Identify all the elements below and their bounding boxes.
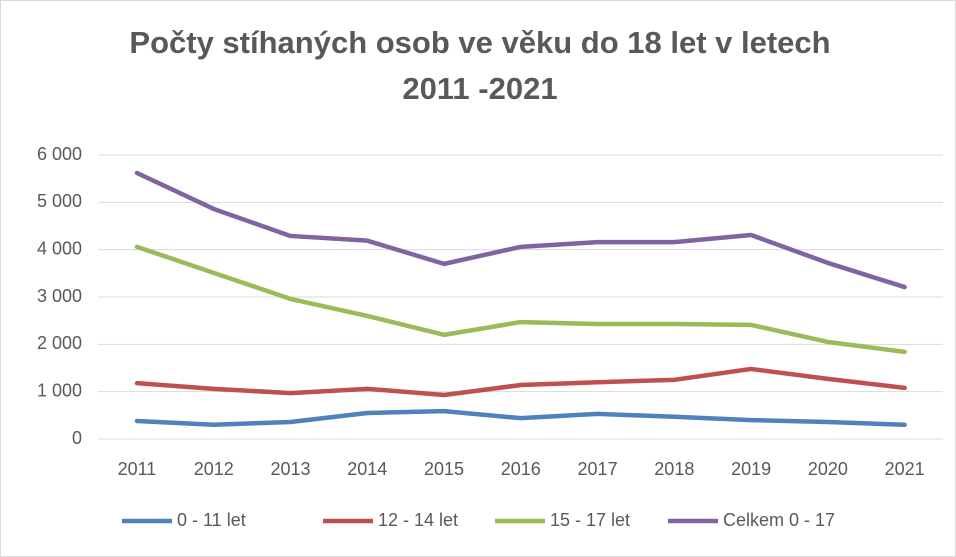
y-tick-label: 1 000 xyxy=(37,380,82,400)
series-line xyxy=(134,170,907,290)
x-tick-label: 2018 xyxy=(654,459,694,479)
x-tick-label: 2015 xyxy=(424,459,464,479)
x-tick-label: 2021 xyxy=(885,459,925,479)
y-tick-label: 2 000 xyxy=(37,333,82,353)
y-tick-label: 4 000 xyxy=(37,238,82,258)
y-tick-label: 5 000 xyxy=(37,191,82,211)
legend-label: 15 - 17 let xyxy=(550,510,630,530)
series-line xyxy=(134,408,907,428)
y-tick-label: 6 000 xyxy=(37,144,82,164)
chart-title: Počty stíhaných osob ve věku do 18 let v… xyxy=(129,25,831,106)
x-tick-label: 2011 xyxy=(118,459,157,479)
x-tick-label: 2012 xyxy=(194,459,234,479)
y-tick-label: 3 000 xyxy=(37,286,82,306)
x-tick-label: 2016 xyxy=(501,459,541,479)
x-tick-label: 2020 xyxy=(808,459,848,479)
x-tick-label: 2017 xyxy=(578,459,618,479)
x-tick-label: 2014 xyxy=(347,459,387,479)
series-line xyxy=(134,244,907,355)
series-line xyxy=(134,366,907,398)
legend-label: 12 - 14 let xyxy=(378,510,458,530)
x-tick-label: 2019 xyxy=(731,459,771,479)
legend-label: Celkem 0 - 17 xyxy=(723,510,835,530)
y-tick-label: 0 xyxy=(72,428,82,448)
x-tick-label: 2013 xyxy=(270,459,310,479)
legend-label: 0 - 11 let xyxy=(177,510,246,530)
